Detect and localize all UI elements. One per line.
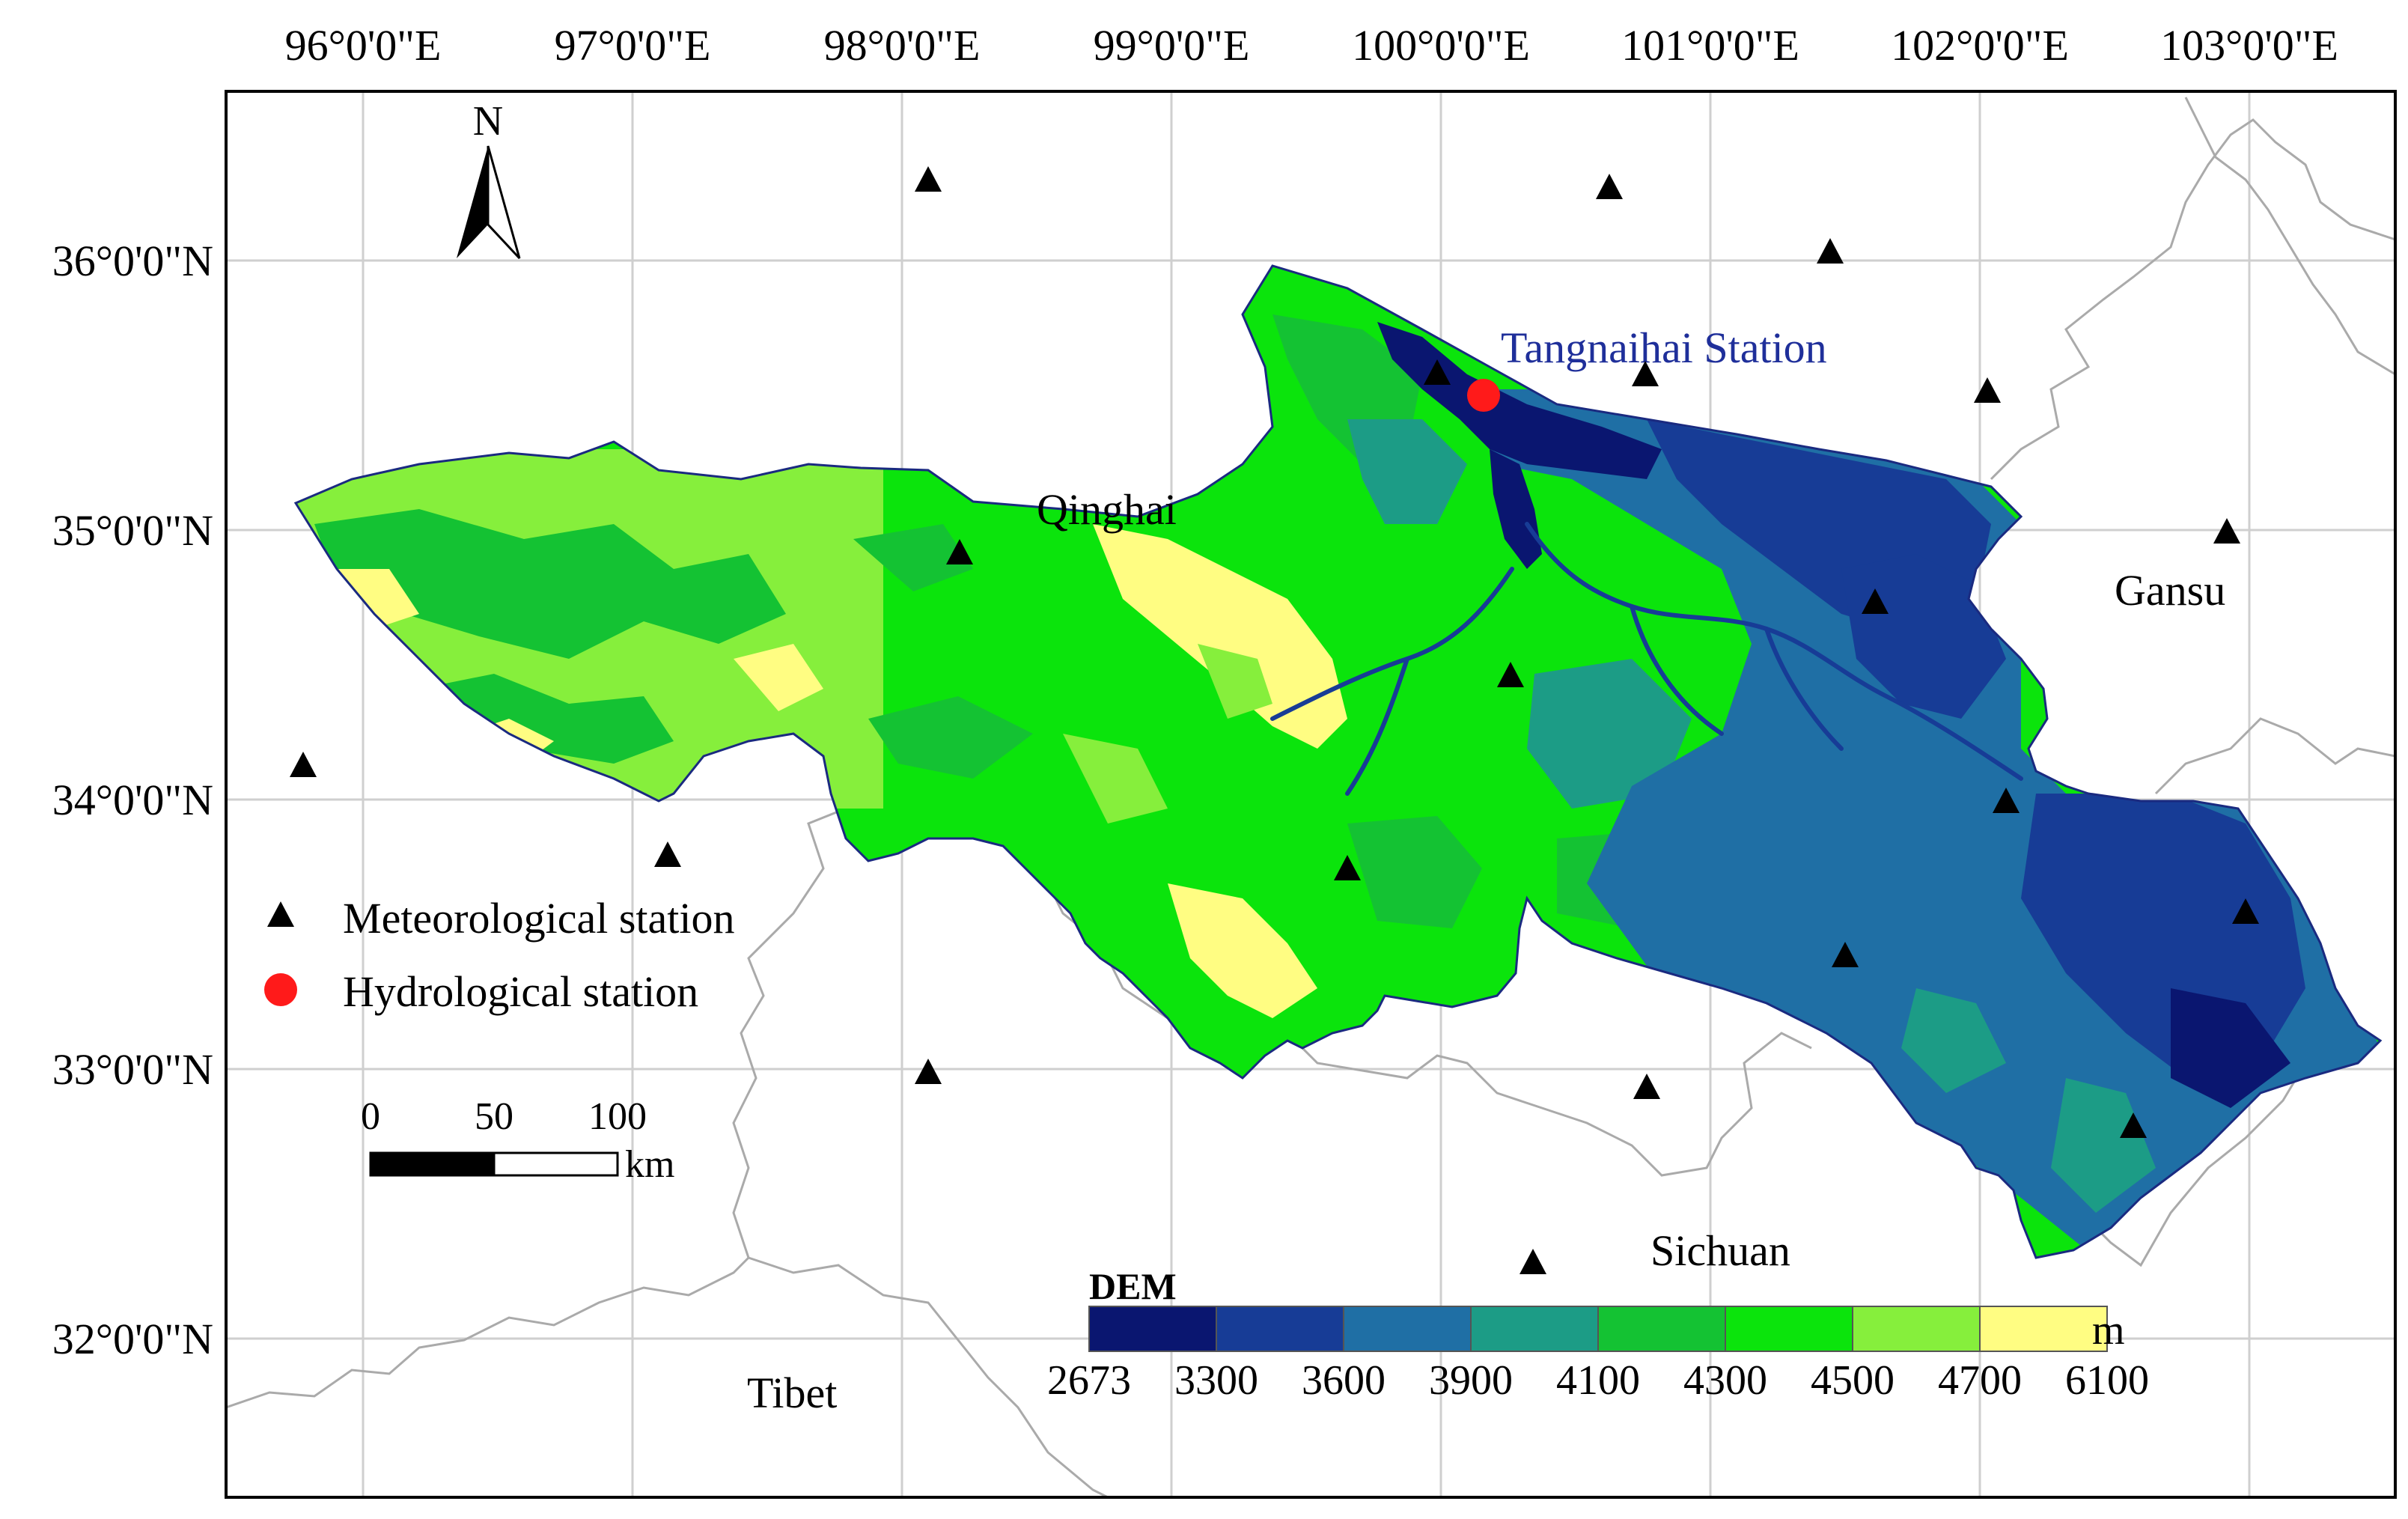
dem-swatch [1216,1306,1344,1352]
latitude-labels: 36°0'0"N 35°0'0"N 34°0'0"N 33°0'0"N 32°0… [52,237,213,1363]
dem-title: DEM [1089,1265,1177,1307]
lon-label: 100°0'0"E [1352,21,1530,70]
north-arrow-label: N [473,98,503,144]
lat-label: 34°0'0"N [52,776,213,824]
dem-break-label: 3900 [1429,1357,1513,1404]
dem-break-label: 4500 [1811,1357,1895,1404]
dem-swatch [1343,1306,1472,1352]
dem-swatch [1979,1306,2108,1352]
legend-hydrological-icon [264,973,297,1006]
meteorological-station-icon [1334,855,1361,880]
provincial-boundaries [226,97,2395,1497]
dem-swatch [1470,1306,1599,1352]
dem-break-label: 6100 [2065,1357,2149,1404]
dem-swatch [1088,1306,1217,1352]
meteorological-station-icon [2120,1112,2147,1138]
legend-hydrological-label: Hydrological station [343,967,698,1016]
lat-label: 33°0'0"N [52,1045,213,1094]
dem-swatch [1597,1306,1726,1352]
meteorological-station-icon [1817,238,1844,264]
meteorological-station-icon [2213,518,2240,544]
basin-outline [293,264,2383,1259]
meteorological-station-icon [1424,359,1451,385]
dem-legend: DEM m 2673 3300 3600 3900 4100 4300 4500 4700 61… [1047,1265,2149,1404]
place-tibet: Tibet [747,1369,837,1417]
lon-label: 101°0'0"E [1621,21,1799,70]
meteorological-station-icon [946,539,973,564]
meteorological-station-icon [1993,788,2020,813]
lon-label: 97°0'0"E [555,21,711,70]
legend-meteorological-label: Meteorological station [343,894,734,943]
meteorological-station-icon [654,841,681,867]
place-gansu: Gansu [2115,566,2225,615]
meteorological-station-icon [1633,1074,1660,1099]
meteorological-station-icon [1632,361,1659,386]
lat-label: 32°0'0"N [52,1315,213,1363]
place-sichuan: Sichuan [1650,1226,1790,1275]
map-frame [225,90,2397,1499]
dem-swatch [1725,1306,1853,1352]
meteorological-station-icon [1596,174,1623,199]
meteorological-station-icon [2232,898,2259,924]
dem-break-label: 4700 [1938,1357,2022,1404]
meteorological-stations [290,166,2259,1274]
longitude-labels: 96°0'0"E 97°0'0"E 98°0'0"E 99°0'0"E 100°… [285,21,2338,70]
north-arrow: N [457,98,521,260]
dem-unit: m [2092,1307,2125,1354]
meteorological-station-icon [915,166,942,192]
legend: Meteorological station Hydrological stat… [264,894,734,1016]
dem-break-label: 2673 [1047,1357,1131,1404]
meteorological-station-icon [1520,1249,1546,1274]
lon-label: 102°0'0"E [1891,21,2069,70]
scale-bar: 0 50 100 km [361,1095,674,1186]
hydro-station-label: Tangnaihai Station [1501,323,1827,372]
place-qinghai: Qinghai [1037,485,1177,534]
legend-meteorological-icon [267,901,294,927]
north-arrow-icon [457,146,488,258]
meteorological-station-icon [1862,588,1889,614]
dem-break-label: 3300 [1174,1357,1258,1404]
dem-breaks: 2673 3300 3600 3900 4100 4300 4500 4700 6100 [1047,1357,2149,1404]
scale-tick-label: 100 [588,1095,647,1138]
dem-break-label: 4100 [1556,1357,1640,1404]
meteorological-station-icon [1832,942,1859,967]
dem-swatch [1852,1306,1981,1352]
dem-break-label: 3600 [1302,1357,1386,1404]
dem-swatches [1088,1306,2108,1352]
meteorological-station-icon [915,1059,942,1084]
meteorological-station-icon [1974,377,2001,403]
meteorological-station-icon [290,752,317,777]
lat-label: 35°0'0"N [52,506,213,555]
hydrological-station-marker [1467,379,1500,412]
lon-label: 96°0'0"E [285,21,442,70]
lon-label: 98°0'0"E [824,21,981,70]
scale-unit: km [625,1143,674,1186]
lat-label: 36°0'0"N [52,237,213,285]
scale-tick-label: 50 [475,1095,513,1138]
meteorological-station-icon [1497,662,1524,687]
scale-tick-label: 0 [361,1095,380,1138]
dem-break-label: 4300 [1683,1357,1767,1404]
lon-label: 99°0'0"E [1094,21,1250,70]
lon-label: 103°0'0"E [2160,21,2338,70]
